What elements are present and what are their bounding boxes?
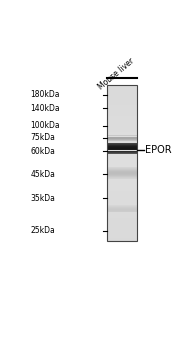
Bar — [107, 173, 137, 174]
Bar — [107, 171, 137, 175]
Bar — [107, 206, 137, 207]
Bar — [107, 195, 137, 198]
Bar — [107, 145, 137, 146]
Bar — [107, 238, 137, 241]
Bar — [107, 120, 137, 124]
Bar — [107, 183, 137, 187]
Bar — [107, 226, 137, 230]
Bar — [107, 167, 137, 168]
Text: 140kDa: 140kDa — [31, 104, 60, 113]
Bar — [107, 146, 137, 147]
Bar — [107, 149, 137, 150]
Bar — [107, 178, 137, 179]
Bar — [107, 89, 137, 93]
Text: 25kDa: 25kDa — [31, 226, 55, 235]
Bar — [107, 105, 137, 108]
Bar — [107, 222, 137, 226]
Text: 45kDa: 45kDa — [31, 169, 55, 178]
Bar — [107, 167, 137, 171]
Bar — [107, 202, 137, 206]
Bar — [107, 151, 137, 152]
Bar — [107, 209, 137, 210]
Bar — [107, 155, 137, 159]
Bar — [107, 179, 137, 183]
Text: 75kDa: 75kDa — [31, 133, 55, 142]
Bar — [107, 150, 137, 151]
Bar — [107, 206, 137, 210]
Bar — [107, 132, 137, 136]
Text: 35kDa: 35kDa — [31, 194, 55, 203]
Bar — [107, 128, 137, 132]
Bar — [107, 148, 137, 152]
Text: 100kDa: 100kDa — [31, 121, 60, 130]
Bar — [107, 152, 137, 153]
Bar — [107, 176, 137, 177]
Bar — [107, 85, 137, 242]
Bar — [107, 212, 137, 213]
Bar — [107, 175, 137, 179]
Bar — [107, 159, 137, 163]
Bar — [107, 187, 137, 191]
Bar — [107, 144, 137, 145]
Bar — [107, 117, 137, 120]
Bar — [107, 85, 137, 89]
Bar — [107, 177, 137, 178]
Text: 60kDa: 60kDa — [31, 147, 55, 156]
Text: EPOR: EPOR — [145, 145, 171, 155]
Bar — [107, 207, 137, 208]
Bar — [107, 163, 137, 167]
Bar — [107, 97, 137, 101]
Bar — [107, 213, 137, 214]
Bar — [107, 108, 137, 112]
Bar — [107, 140, 137, 144]
Bar — [107, 208, 137, 209]
Bar — [107, 175, 137, 176]
Bar — [107, 198, 137, 202]
Bar — [107, 214, 137, 215]
Bar — [107, 168, 137, 169]
Bar — [107, 169, 137, 170]
Bar — [107, 233, 137, 238]
Bar — [107, 93, 137, 97]
Bar — [107, 112, 137, 117]
Bar — [107, 85, 137, 242]
Bar — [107, 214, 137, 218]
Bar — [107, 210, 137, 214]
Bar — [107, 136, 137, 140]
Bar — [107, 124, 137, 128]
Bar — [107, 218, 137, 222]
Text: Mouse liver: Mouse liver — [97, 56, 136, 91]
Bar — [107, 170, 137, 171]
Text: 180kDa: 180kDa — [31, 90, 60, 99]
Bar — [107, 205, 137, 206]
Bar — [107, 230, 137, 233]
Bar — [107, 191, 137, 195]
Bar — [107, 148, 137, 149]
Bar — [107, 144, 137, 148]
Bar — [107, 211, 137, 212]
Bar — [107, 101, 137, 105]
Bar — [107, 174, 137, 175]
Bar — [107, 179, 137, 180]
Bar — [107, 152, 137, 155]
